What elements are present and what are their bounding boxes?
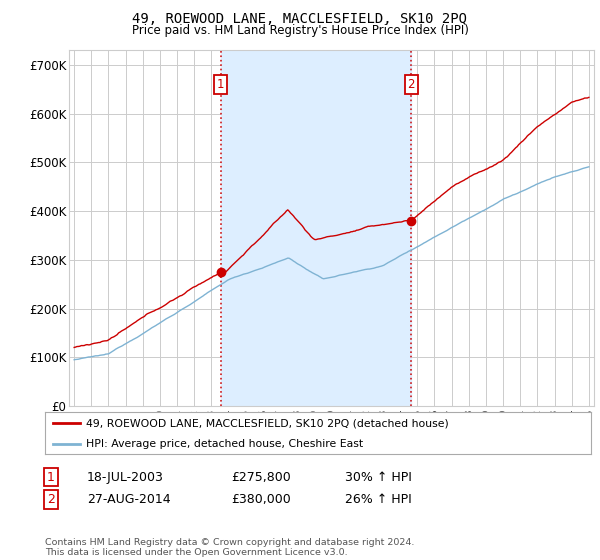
Text: Contains HM Land Registry data © Crown copyright and database right 2024.
This d: Contains HM Land Registry data © Crown c… — [45, 538, 415, 557]
Text: 27-AUG-2014: 27-AUG-2014 — [87, 493, 170, 506]
Text: 2: 2 — [47, 493, 55, 506]
Bar — [221, 50, 411, 406]
Text: 26% ↑ HPI: 26% ↑ HPI — [345, 493, 412, 506]
Text: 1: 1 — [47, 470, 55, 484]
Text: HPI: Average price, detached house, Cheshire East: HPI: Average price, detached house, Ches… — [86, 440, 363, 449]
Text: £380,000: £380,000 — [231, 493, 291, 506]
Text: 2: 2 — [407, 78, 415, 91]
Text: 30% ↑ HPI: 30% ↑ HPI — [345, 470, 412, 484]
Text: 18-JUL-2003: 18-JUL-2003 — [87, 470, 164, 484]
Text: 49, ROEWOOD LANE, MACCLESFIELD, SK10 2PQ: 49, ROEWOOD LANE, MACCLESFIELD, SK10 2PQ — [133, 12, 467, 26]
Text: £275,800: £275,800 — [231, 470, 291, 484]
Text: 49, ROEWOOD LANE, MACCLESFIELD, SK10 2PQ (detached house): 49, ROEWOOD LANE, MACCLESFIELD, SK10 2PQ… — [86, 418, 449, 428]
Text: 1: 1 — [217, 78, 224, 91]
Text: Price paid vs. HM Land Registry's House Price Index (HPI): Price paid vs. HM Land Registry's House … — [131, 24, 469, 37]
